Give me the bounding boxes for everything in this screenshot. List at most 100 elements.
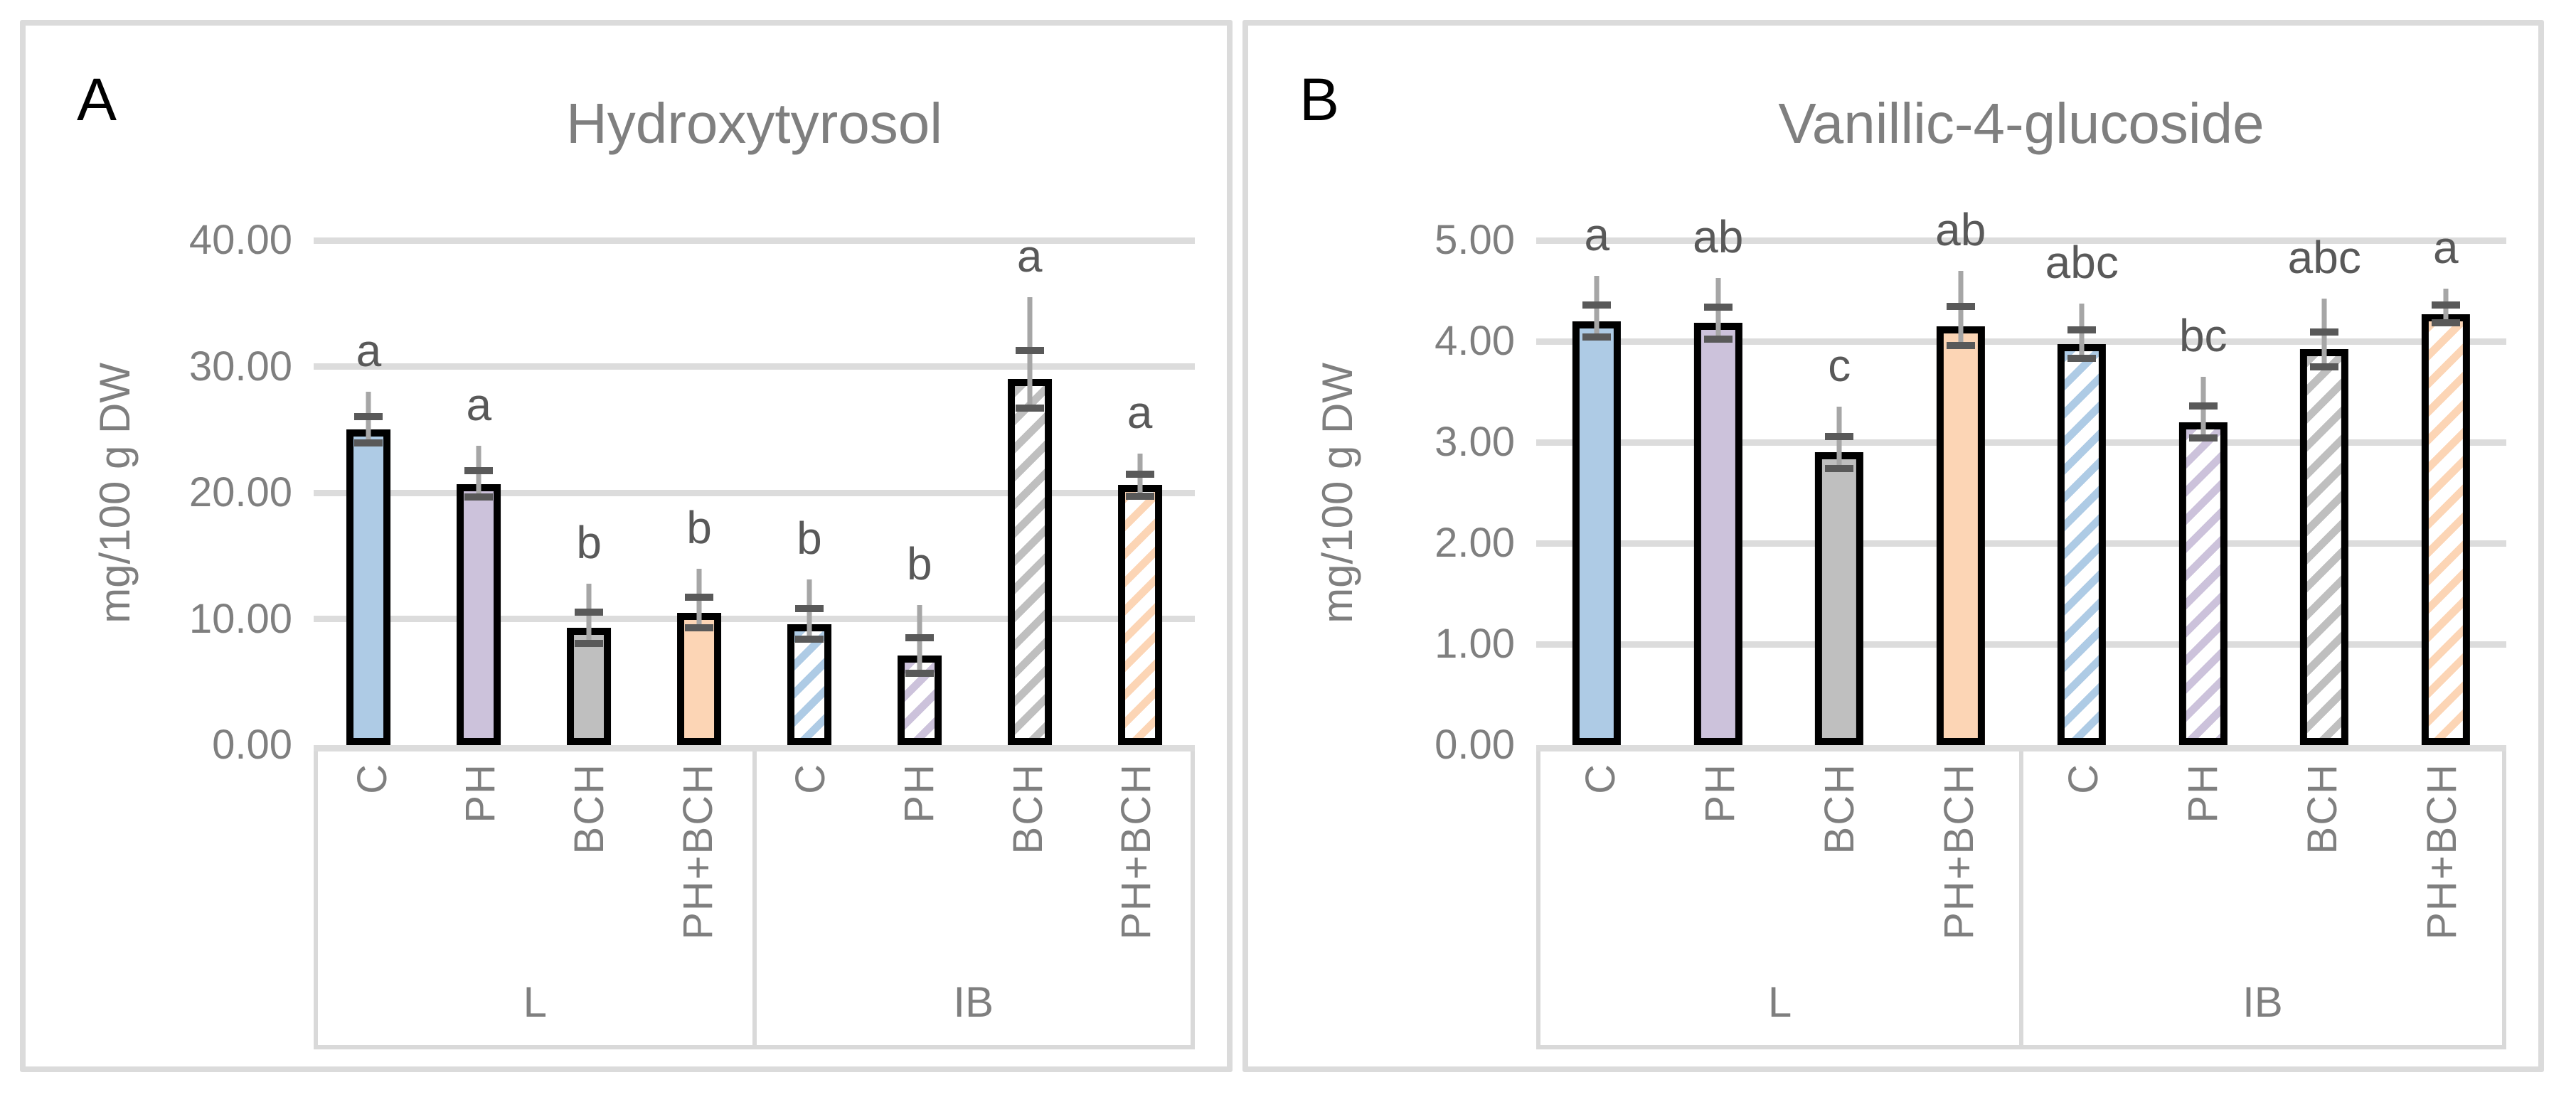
error-cap-upper [2067,326,2097,334]
error-cap-lower [905,669,934,677]
bar-slot-l-c: a [314,240,424,745]
error-cap-upper [2310,328,2339,336]
bar-ib-ph [2178,422,2228,745]
gridline [314,363,1195,370]
group-half-l: L [314,958,757,1045]
category-label: PH+BCH [674,763,721,940]
bar-l-ph [1693,323,1742,745]
sig-letter: a [1016,230,1043,282]
category-label-cell: PH+BCH [2383,751,2502,958]
sig-letter: ab [1935,203,1986,255]
sig-letter: bc [2178,309,2228,361]
error-cap-upper [354,412,383,420]
panel-b: B Vanillic-4-glucoside mg/100 g DW 5.00 4… [1242,20,2544,1072]
bar-slot-ib-bch: a [974,233,1085,745]
bar-slot-l-ph: ab [1658,214,1779,745]
sig-letter: ab [1693,210,1744,262]
category-label: PH [2179,763,2226,823]
error-cap-lower [1703,335,1733,343]
error-cap-lower [2310,363,2339,371]
category-label: BCH [1816,763,1863,855]
error-cap-upper [1582,301,1612,309]
panel-b-plot-area: a ab c ab abc bc abc a [1536,207,2507,745]
group-label: IB [2242,978,2283,1026]
sig-letter: a [356,325,382,376]
gridline [1536,540,2506,547]
error-cap-upper [464,466,494,474]
bar-slots: a ab c ab abc bc abc a [1536,207,2507,745]
bar-l-ph [457,483,501,745]
bar-slot-ib-ph: bc [2143,240,2264,745]
error-cap-lower [794,636,824,643]
gridline [1536,641,2506,648]
gridline [314,489,1195,496]
y-tick-label: 0.00 [1435,722,1515,768]
error-cap-lower [2188,434,2218,442]
bar-slot-l-bch: b [534,240,644,745]
panel-a-plot-area: a a b b b b a a [314,233,1195,745]
bar-ib-bch [2300,349,2349,745]
gridline [314,237,1195,244]
bar-slot-ib-ph: b [864,240,974,745]
bar-l-ph+bch [1936,326,1985,745]
panel-b-chart: Vanillic-4-glucoside mg/100 g DW 5.00 4.0… [1248,26,2538,1066]
category-label: BCH [1004,763,1051,855]
panel-b-label: B [1299,66,1340,133]
panel-b-y-axis-ticks: 5.00 4.00 3.00 2.00 1.00 0.00 [1383,218,1536,768]
group-label: IB [953,978,994,1026]
bar-slot-ib-c: abc [2021,240,2143,745]
error-cap-upper [2188,402,2218,410]
error-cap-upper [1015,346,1044,354]
category-label: PH+BCH [1113,763,1160,940]
category-group-l: C PH BCH PH+BCH [314,751,757,958]
panel-b-category-axis: C PH BCH PH+BCH C PH BCH PH+BCH [1536,745,2506,958]
bar-slot-l-ph: a [424,240,534,745]
error-cap-upper [1703,304,1733,311]
category-label-cell: C [2023,751,2143,958]
category-label: BCH [2299,763,2346,855]
bar-slot-ib-ph+bch: a [2385,225,2507,745]
category-label-cell: BCH [1780,751,1900,958]
panel-b-group-axis: L IB [1536,958,2506,1049]
panel-a: A Hydroxytyrosol mg/100 g DW 40.00 30.00 2… [20,20,1233,1072]
error-cap-lower [1825,464,1854,472]
bar-ib-bch [1007,379,1052,745]
category-label-cell: PH+BCH [1900,751,2019,958]
bar-ib-c [2058,344,2107,745]
panel-a-category-axis: C PH BCH PH+BCH C PH BCH PH+BCH [314,745,1195,958]
bar-slot-l-c: a [1536,212,1658,745]
gridline [1536,338,2506,345]
error-cap-upper [905,634,934,642]
error-cap-upper [794,604,824,612]
gridline [1536,439,2506,446]
category-label-cell: PH+BCH [1082,751,1191,958]
figure: A Hydroxytyrosol mg/100 g DW 40.00 30.00 2… [20,20,2544,1072]
gridline [314,616,1195,622]
bar-slot-ib-ph+bch: a [1085,240,1195,745]
sig-letter: abc [2287,232,2361,284]
category-label-cell: C [1540,751,1660,958]
category-label: C [1577,763,1624,794]
panel-a-label: A [77,66,117,133]
category-label-cell: PH [865,751,974,958]
category-label: PH [457,763,504,823]
panel-a-chart: Hydroxytyrosol mg/100 g DW 40.00 30.00 20.… [26,26,1227,1066]
bar-slot-ib-c: b [755,240,865,745]
error-cap-lower [2431,319,2460,327]
error-cap-upper [575,609,604,616]
category-label: C [2060,763,2107,794]
category-group-ib: C PH BCH PH+BCH [757,751,1195,958]
category-label: C [787,763,834,794]
y-tick-label: 0.00 [212,722,292,768]
error-cap-lower [1582,333,1612,341]
panel-a-group-axis: L IB [314,958,1195,1049]
sig-letter: b [686,501,712,553]
category-label-cell: PH [2143,751,2262,958]
error-cap-lower [685,624,714,632]
bar-l-c [346,429,391,745]
panel-a-title: Hydroxytyrosol [565,92,943,155]
sig-letter: b [797,513,822,565]
category-label-cell: BCH [535,751,644,958]
sig-letter: a [2432,222,2459,274]
group-half-ib: IB [2023,958,2506,1045]
